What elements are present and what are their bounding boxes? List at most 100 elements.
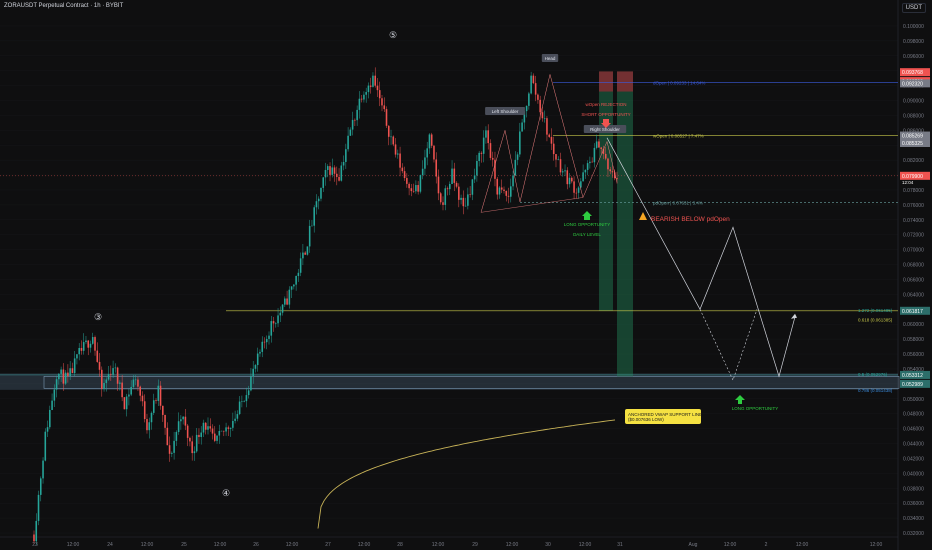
candle [238,396,241,416]
candle-body [467,194,469,206]
price-tag [900,79,930,88]
candle [383,97,386,112]
fib-label: 0.786 (0.051438) [858,388,893,393]
candle-body [78,347,80,355]
candle-body [189,437,191,442]
time-tick-label: 12:00 [432,542,445,548]
candle [505,190,508,202]
candle-body [439,193,442,203]
grid [0,0,899,550]
candle [469,186,471,198]
candle [155,398,157,404]
time-tick-label: 12:00 [286,542,299,548]
long-zone [617,71,633,377]
candle-body [478,152,480,161]
candle [410,183,413,197]
candle-body [51,400,53,410]
time-tick-label: 12:00 [141,542,154,548]
candle-body [367,85,370,93]
candle-body [105,379,108,383]
candle [442,196,444,211]
candle [600,146,602,154]
candle [439,191,442,205]
candle [360,94,363,103]
candle [487,124,489,150]
time-axis: 23 12:00 24 12:00 25 12:00 26 12:00 27 12:00 28 12:… [32,542,882,548]
candle-body [399,153,401,168]
candle-body [241,401,243,402]
candle-body [44,431,47,461]
price-tag [900,139,930,148]
candle [229,427,232,437]
candle [94,335,96,356]
candle [268,331,270,345]
candle-body [89,343,92,348]
candle-body [268,335,270,339]
candle [467,187,469,210]
candle [613,169,616,181]
candle-body [146,419,148,431]
candle-body [561,171,564,173]
price-tick-label: 0.050000 [903,397,924,403]
candle-body [37,494,40,521]
candle-body [514,159,517,176]
candle-body [401,167,404,172]
candle-body [238,401,241,415]
candle [177,412,180,435]
projection-path [606,137,797,381]
candle-body [110,374,112,375]
candle-body [369,85,372,87]
candle-body [609,169,612,172]
candle [166,422,169,446]
candle [98,353,101,377]
candle-body [410,188,413,192]
candle [232,412,234,431]
currency-button[interactable]: USDT [901,3,926,13]
candle-body [358,98,361,110]
candle-body [175,432,178,441]
candle-body [173,440,175,453]
candle [406,173,408,188]
candle [528,91,530,110]
candle [162,405,164,422]
price-tick-label: 0.068000 [903,263,924,269]
candle [216,435,218,444]
candle-body [530,75,532,94]
candle-body [112,368,114,375]
wopen-rejection-text: wOpen REJECTION [585,102,626,107]
candle-body [586,163,589,170]
candle [189,436,191,447]
candle [329,162,331,182]
candle [426,141,428,166]
candle [157,379,160,406]
price-tick-label: 0.042000 [903,456,924,462]
candle-body [277,315,279,324]
candle [494,151,496,187]
zones [0,71,900,390]
candle [399,146,401,177]
candle [295,275,297,291]
candle [387,125,390,146]
wave-5-label: ⑤ [389,30,397,40]
price-tag [900,306,930,315]
short-opportunity-text: SHORT OPPORTUNITY [581,112,630,117]
candle-body [148,422,151,431]
candle [593,143,596,168]
candle [78,343,80,361]
candle-body [496,178,499,195]
candle-body [155,400,157,401]
candle-body [62,369,65,384]
time-tick-label: 27 [325,542,331,548]
candle [64,370,67,386]
candle [125,393,128,417]
candle-body [383,105,386,110]
candle [607,157,609,177]
candle-body [261,341,264,352]
time-tick-label: Aug [689,542,698,548]
candle [164,414,166,435]
candle-body [53,389,56,401]
candle [417,181,419,195]
short-zone [617,71,633,92]
candle-body [351,119,354,130]
